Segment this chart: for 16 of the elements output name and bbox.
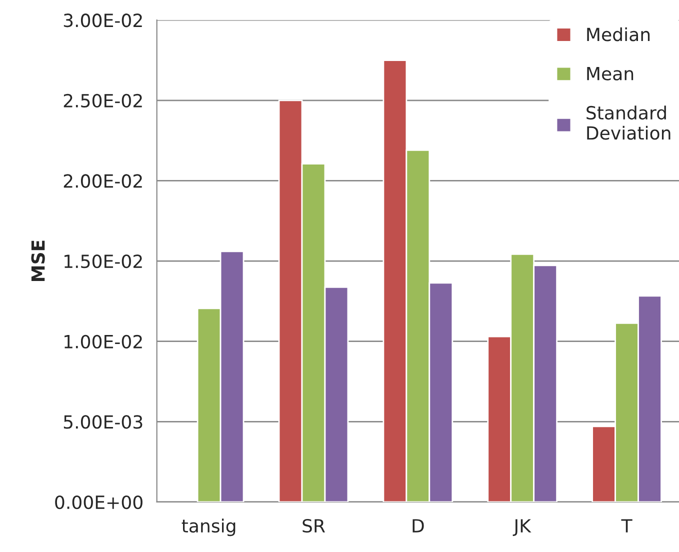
y-tick-label: 2.00E-02: [64, 174, 142, 188]
legend-label: Median: [587, 27, 650, 42]
x-tick-label: T: [621, 519, 632, 532]
y-tick-label: 3.00E-02: [64, 14, 142, 28]
legend-label: Mean: [587, 67, 634, 80]
y-tick-label: 5.00E-03: [64, 415, 142, 429]
x-tick-label: JK: [512, 519, 532, 536]
x-tick-label: tansig: [182, 518, 236, 536]
y-tick-label: 1.00E-02: [64, 334, 142, 348]
y-tick-label: 0.00E+00: [55, 495, 142, 510]
legend-label: Standard Deviation: [586, 106, 670, 140]
x-tick-label: SR: [302, 518, 325, 533]
x-tick-label: D: [412, 519, 424, 532]
y-tick-label: 2.50E-02: [64, 94, 142, 108]
y-tick-label: 1.50E-02: [64, 254, 142, 268]
y-axis-title: MSE: [31, 240, 45, 282]
